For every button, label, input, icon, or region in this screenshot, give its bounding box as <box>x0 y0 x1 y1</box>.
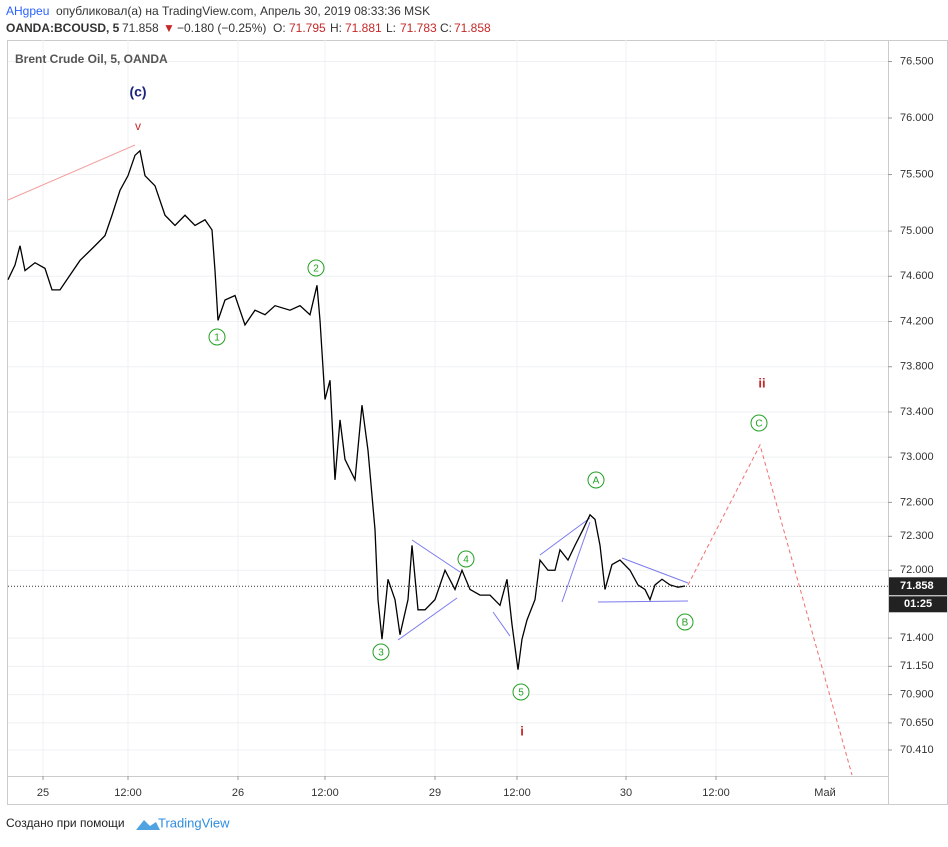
y-tick-label: 72.000 <box>900 564 934 576</box>
l-label: L: <box>386 21 396 35</box>
last-price-box <box>889 577 947 596</box>
y-tick-label: 71.150 <box>900 660 934 672</box>
wave-circle <box>750 414 768 432</box>
y-tick-label: 76.500 <box>900 55 934 67</box>
wave-label: B <box>682 618 689 629</box>
wave-label: A <box>593 476 600 487</box>
wave-circle <box>587 471 605 489</box>
c: 71.858 <box>454 21 491 35</box>
countdown: 01:25 <box>904 598 932 610</box>
wave-label: v <box>135 119 141 133</box>
footer-brand[interactable]: TradingView <box>158 815 230 830</box>
trend-line <box>7 144 136 201</box>
y-tick-label: 70.410 <box>900 744 934 756</box>
wave-circle <box>208 328 226 346</box>
h-label: H: <box>330 21 342 35</box>
l: 71.783 <box>400 21 437 35</box>
y-tick-label: 73.000 <box>900 451 934 463</box>
trend-line <box>492 611 511 637</box>
y-tick-label: 70.900 <box>900 689 934 701</box>
wave-label: ii <box>758 375 765 390</box>
trend-line <box>621 557 689 584</box>
price-line <box>7 149 686 670</box>
o-label: O: <box>273 21 286 35</box>
wave-label: 2 <box>313 264 319 275</box>
countdown-box <box>889 596 947 613</box>
y-tick-label: 72.300 <box>900 530 934 542</box>
x-tick-label: 12:00 <box>311 787 339 799</box>
trend-line <box>561 521 591 603</box>
x-tick-label: 12:00 <box>503 787 531 799</box>
o: 71.795 <box>289 21 326 35</box>
projection <box>687 443 853 776</box>
author[interactable]: AHgpeu <box>6 4 49 18</box>
y-tick-label: 74.600 <box>900 270 934 282</box>
wave-label: (c) <box>129 84 146 100</box>
h: 71.881 <box>345 21 382 35</box>
wave-circle <box>512 683 530 701</box>
symbol: OANDA:BCOUSD, 5 <box>6 21 120 35</box>
wave-circle <box>372 643 390 661</box>
wave-label: C <box>755 419 762 430</box>
wave-circle <box>676 613 694 631</box>
x-tick-label: 12:00 <box>702 787 730 799</box>
last-price-label: 71.858 <box>900 580 934 592</box>
price: 71.858 <box>122 21 159 35</box>
x-tick-label: 25 <box>37 787 49 799</box>
c-label: C: <box>440 21 452 35</box>
footer-text: Создано при помощи <box>6 816 125 830</box>
chart-title: Brent Crude Oil, 5, OANDA <box>15 52 168 66</box>
change: −0.180 (−0.25%) <box>177 21 266 35</box>
logo <box>136 820 160 830</box>
x-tick-label: 29 <box>429 787 441 799</box>
y-tick-label: 70.650 <box>900 717 934 729</box>
y-tick-label: 73.800 <box>900 361 934 373</box>
arrow: ▼ <box>163 21 175 35</box>
trend-line <box>597 600 689 603</box>
wave-circle <box>307 259 325 277</box>
y-tick-label: 71.400 <box>900 632 934 644</box>
wave-circle <box>457 550 475 568</box>
x-tick-label: 12:00 <box>114 787 142 799</box>
y-tick-label: 75.000 <box>900 225 934 237</box>
wave-label: 3 <box>378 648 384 659</box>
trend-line <box>397 597 458 641</box>
y-tick-label: 73.400 <box>900 406 934 418</box>
frame <box>7 40 948 805</box>
x-tick-label: 30 <box>620 787 632 799</box>
y-tick-label: 76.000 <box>900 112 934 124</box>
trend-line <box>411 539 461 573</box>
wave-label: 4 <box>463 555 469 566</box>
x-tick-label: Май <box>814 787 836 799</box>
x-tick-label: 26 <box>232 787 244 799</box>
trend-line <box>539 517 591 556</box>
wave-label: i <box>520 723 524 738</box>
y-tick-label: 75.500 <box>900 168 934 180</box>
y-tick-label: 72.600 <box>900 496 934 508</box>
wave-label: 5 <box>518 688 524 699</box>
y-tick-label: 74.200 <box>900 315 934 327</box>
wave-label: 1 <box>214 333 220 344</box>
published: опубликовал(а) на TradingView.com, Апрел… <box>56 4 430 18</box>
